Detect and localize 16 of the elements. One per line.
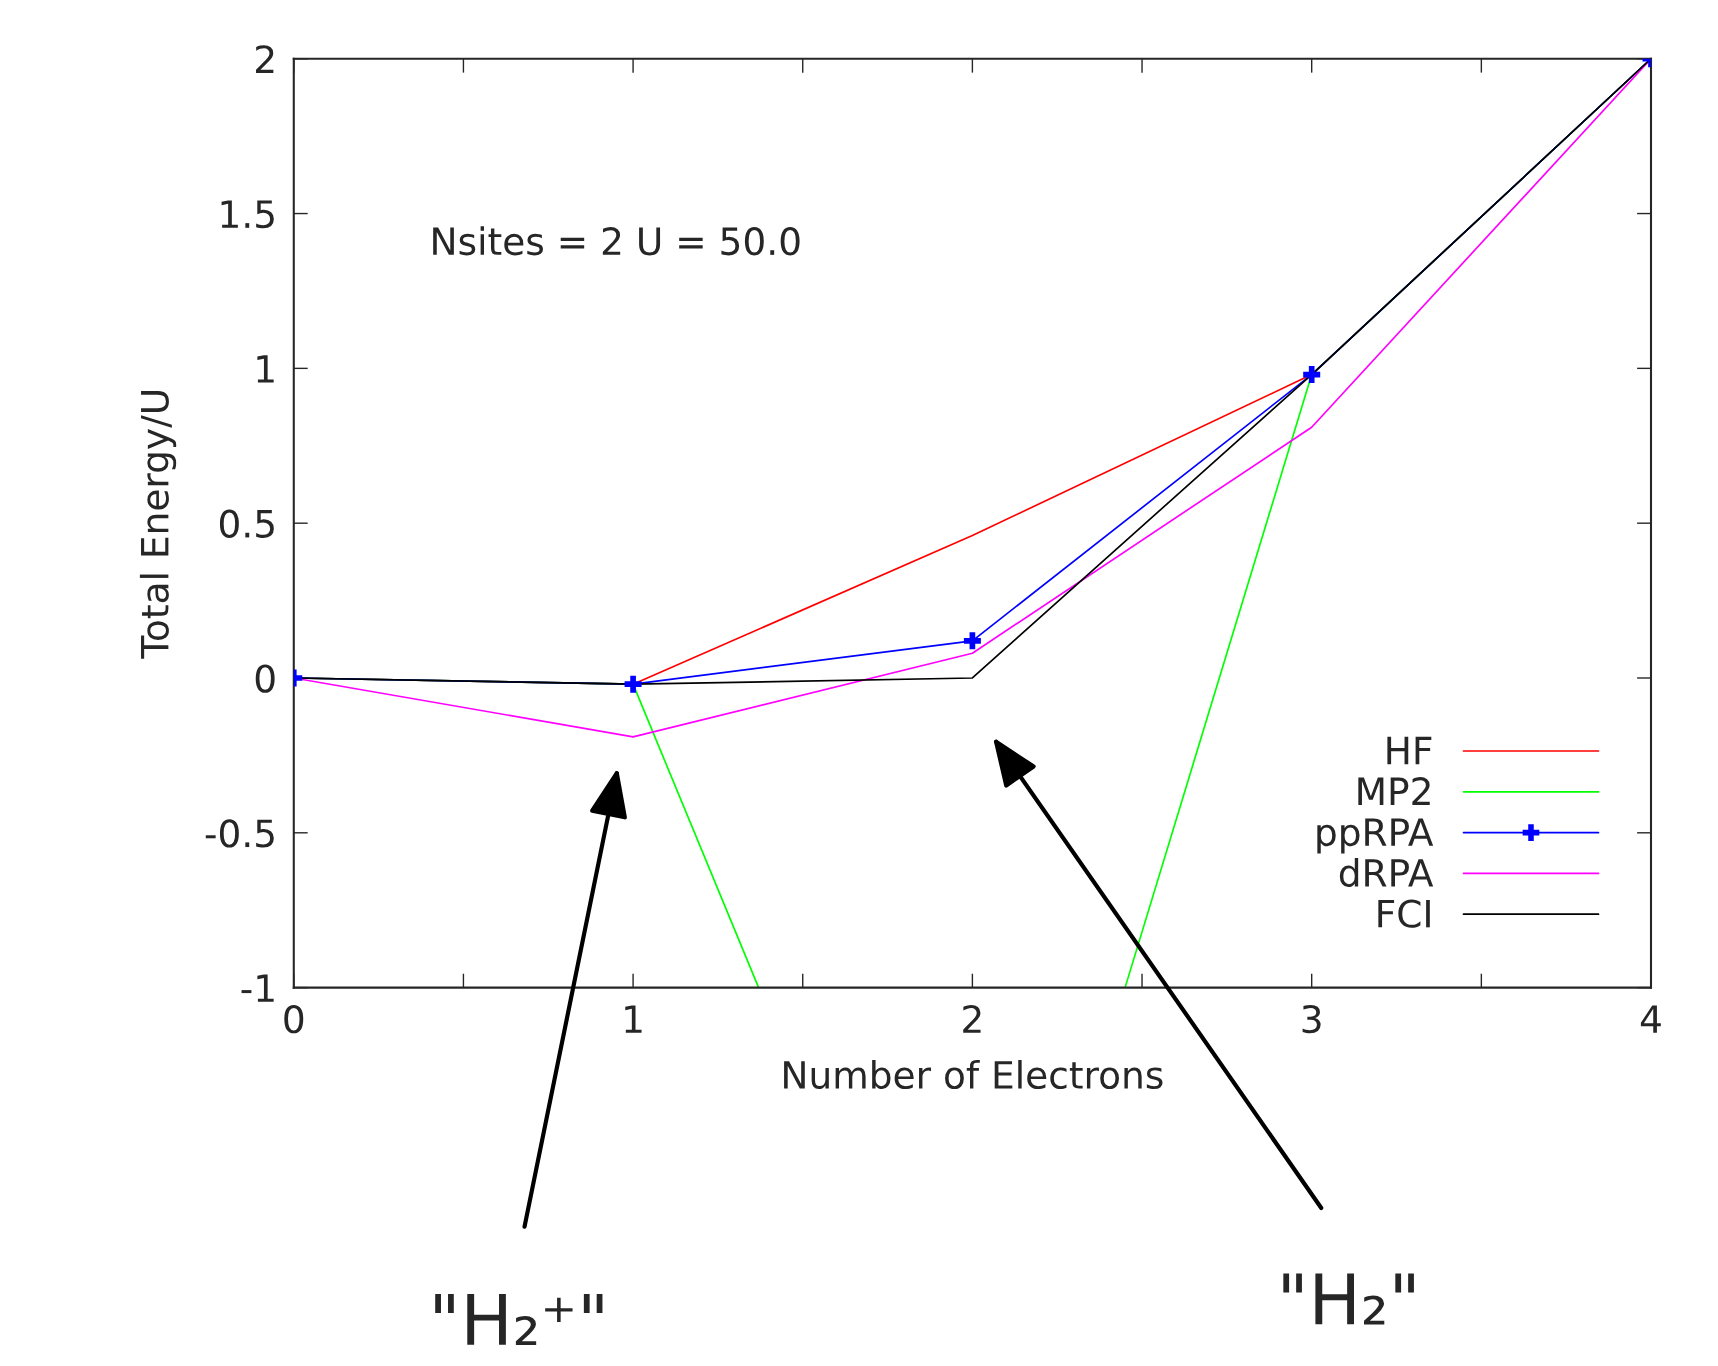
x-tick-label: 0 — [284, 1004, 304, 1034]
text: "H₂⁺" — [435, 1294, 603, 1345]
x-tick-label: 3 — [1302, 1004, 1321, 1034]
y-tick-label: 0 — [255, 664, 275, 693]
y-tick-label: 1 — [257, 355, 274, 383]
x-axis-title: Number of Electrons — [784, 1060, 1163, 1090]
x-tick-label: 2 — [963, 1004, 981, 1033]
y-axis-title: Total Energy/U — [139, 391, 177, 659]
x-tick-label: 1 — [625, 1005, 642, 1033]
x-tick-label: 4 — [1640, 1005, 1661, 1033]
y-tick-label: 1.5 — [221, 200, 274, 229]
y-tick-label: -1 — [241, 974, 274, 1002]
text: "H₂" — [1283, 1273, 1414, 1325]
y-tick-label: -0.5 — [205, 819, 274, 848]
y-tick-label: 0.5 — [219, 509, 274, 538]
y-tick-label: 2 — [256, 45, 274, 73]
